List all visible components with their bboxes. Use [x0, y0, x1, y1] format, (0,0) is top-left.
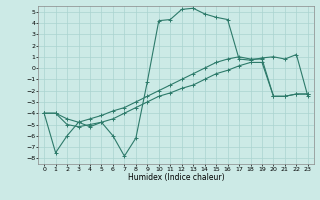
X-axis label: Humidex (Indice chaleur): Humidex (Indice chaleur) — [128, 173, 224, 182]
